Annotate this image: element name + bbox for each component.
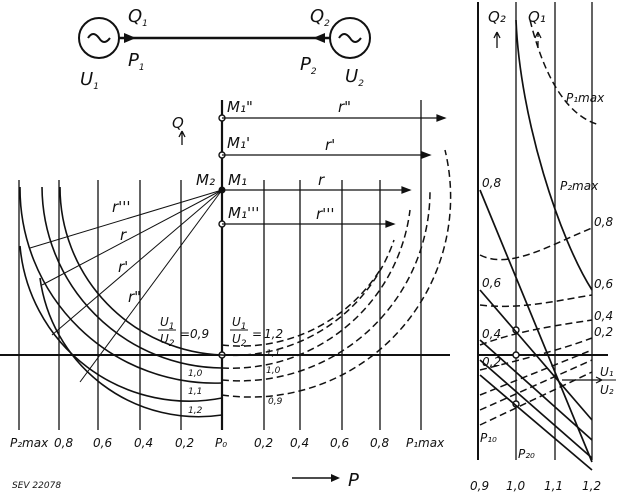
ratio-left: U1 U2 = 0,9 bbox=[158, 315, 209, 349]
m1-prime-label: M₁' bbox=[227, 134, 250, 152]
side-solid-lines bbox=[479, 19, 593, 471]
arrow-p2-icon bbox=[313, 33, 325, 43]
m2-label: M₂ bbox=[196, 171, 215, 189]
curve-left-1-2: 1,2 bbox=[188, 406, 203, 416]
p0-tick: P₀ bbox=[215, 436, 227, 450]
radius-arrows-right bbox=[222, 114, 447, 228]
curve-right-1-0: 1,0 bbox=[266, 366, 281, 376]
r-left-label: r bbox=[120, 226, 127, 244]
side-x-tick-1-0: 1,0 bbox=[506, 479, 525, 493]
p-tick-right-0-2: 0,2 bbox=[254, 436, 273, 450]
side-y-tick-0-6: 0,6 bbox=[482, 276, 501, 290]
radius-lines-left bbox=[29, 189, 223, 383]
schematic-labels: Q1 P1 U1 Q2 P2 U2 bbox=[80, 6, 364, 92]
r-double-prime-label: r" bbox=[338, 98, 351, 116]
side-right-0-2: 0,2 bbox=[594, 325, 613, 339]
curve-left-1-1: 1,1 bbox=[188, 387, 202, 397]
q1-label: Q1 bbox=[128, 6, 148, 29]
arrow-p1-icon bbox=[124, 33, 136, 43]
ratio-left-value: 0,9 bbox=[190, 327, 209, 341]
side-x-tick-1-2: 1,2 bbox=[582, 479, 601, 493]
m1-triple-prime-label: M₁''' bbox=[228, 204, 259, 222]
p-tick-left-0-4: 0,4 bbox=[134, 436, 153, 450]
side-right-0-6: 0,6 bbox=[594, 277, 613, 291]
svg-text:U1: U1 bbox=[160, 315, 175, 332]
p-tick-left-0-6: 0,6 bbox=[93, 436, 112, 450]
r-label: r bbox=[318, 171, 325, 189]
vertical-grid bbox=[18, 100, 422, 430]
side-u2-label: U₂ bbox=[600, 383, 614, 397]
main-labels: Q M₁" M₁' M₁ M₁''' M₂ r" r' r r''' r''' … bbox=[10, 98, 445, 491]
circle-arcs-right bbox=[221, 149, 452, 398]
svg-text:=: = bbox=[180, 327, 190, 341]
curve-left-1-0: 1,0 bbox=[188, 369, 203, 379]
side-diagram: Q₂ Q₁ 0,8 0,6 0,4 0,2 0,8 0,6 0,4 0,2 P₁… bbox=[470, 2, 616, 493]
q2-label: Q2 bbox=[310, 6, 330, 29]
p1max-tick: P₁max bbox=[406, 436, 445, 450]
curve-right-1-1: 1,1 bbox=[266, 349, 280, 359]
m1-label: M₁ bbox=[228, 171, 247, 189]
q-axis-label: Q bbox=[172, 114, 184, 132]
side-origin bbox=[512, 351, 520, 359]
p-tick-right-0-4: 0,4 bbox=[290, 436, 309, 450]
p1-label: P1 bbox=[128, 50, 145, 73]
circle-arcs-left bbox=[19, 186, 223, 418]
p-tick-right-0-8: 0,8 bbox=[370, 436, 389, 450]
u2-label: U2 bbox=[345, 66, 364, 89]
side-y-tick-0-4: 0,4 bbox=[482, 327, 501, 341]
side-vertical-grid bbox=[515, 2, 593, 460]
r-left-triple-prime-label: r''' bbox=[112, 198, 131, 216]
curve-right-0-9: 0,9 bbox=[268, 397, 283, 407]
side-q2-arrow-icon bbox=[493, 31, 501, 48]
side-u1-label: U₁ bbox=[600, 365, 614, 379]
side-q1-label: Q₁ bbox=[528, 8, 546, 26]
main-diagram bbox=[0, 100, 452, 482]
side-p1max-label: P₁max bbox=[566, 91, 605, 105]
p-tick-left-0-8: 0,8 bbox=[54, 436, 73, 450]
ratio-right-value: 1,2 bbox=[264, 327, 283, 341]
generator-2-wave-icon bbox=[338, 33, 362, 43]
r-prime-label: r' bbox=[325, 136, 335, 154]
side-p10-label: P₁₀ bbox=[480, 431, 497, 445]
generator-1-wave-icon bbox=[87, 33, 111, 43]
figure-caption: SEV 22078 bbox=[12, 481, 61, 491]
m1-double-prime-label: M₁" bbox=[227, 98, 253, 116]
side-p20-label: P₂₀ bbox=[518, 447, 535, 461]
r-left-double-prime-label: r" bbox=[128, 288, 141, 306]
p-tick-right-0-6: 0,6 bbox=[330, 436, 349, 450]
side-dashed-lines bbox=[479, 19, 601, 426]
side-y-tick-0-2: 0,2 bbox=[482, 355, 501, 369]
p-axis-label: P bbox=[348, 470, 359, 491]
line-schematic bbox=[78, 17, 371, 59]
p2-label: P2 bbox=[300, 54, 317, 77]
side-right-0-8: 0,8 bbox=[594, 215, 613, 229]
side-u-arrow-icon bbox=[562, 376, 603, 384]
side-p2max-label: P₂max bbox=[560, 179, 599, 193]
side-y-tick-0-8: 0,8 bbox=[482, 176, 501, 190]
p-tick-left-0-2: 0,2 bbox=[175, 436, 194, 450]
svg-text:U2: U2 bbox=[160, 332, 175, 349]
ratio-right: U1 U2 = 1,2 bbox=[230, 315, 283, 349]
r-triple-prime-label: r''' bbox=[316, 205, 335, 223]
svg-text:U1: U1 bbox=[232, 315, 247, 332]
q-arrow-icon bbox=[178, 130, 186, 145]
svg-text:=: = bbox=[252, 327, 262, 341]
p2max-tick: P₂max bbox=[10, 436, 49, 450]
side-x-tick-1-1: 1,1 bbox=[544, 479, 563, 493]
side-right-0-4: 0,4 bbox=[594, 309, 613, 323]
r-left-prime-label: r' bbox=[118, 258, 128, 276]
u1-label: U1 bbox=[80, 69, 99, 92]
side-q2-label: Q₂ bbox=[488, 8, 506, 26]
side-q1-arrow-icon bbox=[534, 31, 542, 48]
side-x-tick-0-9: 0,9 bbox=[470, 479, 489, 493]
